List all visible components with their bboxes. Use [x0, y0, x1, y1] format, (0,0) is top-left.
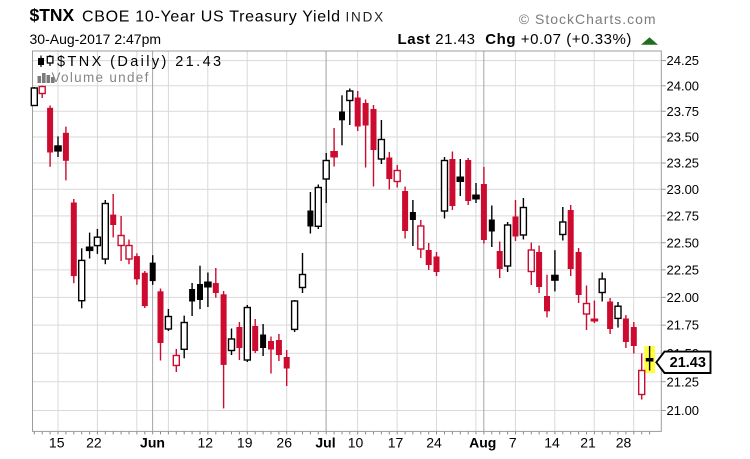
- svg-text:Aug: Aug: [469, 435, 496, 451]
- svg-text:22.50: 22.50: [667, 235, 700, 250]
- svg-text:21.43: 21.43: [670, 355, 706, 371]
- svg-text:10: 10: [348, 435, 364, 451]
- svg-text:23.50: 23.50: [667, 130, 700, 145]
- svg-text:Jul: Jul: [315, 435, 335, 451]
- svg-text:21.25: 21.25: [667, 374, 700, 389]
- svg-text:23.00: 23.00: [667, 182, 700, 197]
- svg-text:23.25: 23.25: [667, 156, 700, 171]
- svg-text:21.00: 21.00: [667, 403, 700, 418]
- svg-text:INDX: INDX: [346, 9, 385, 24]
- svg-text:28: 28: [616, 435, 632, 451]
- svg-text:© StockCharts.com: © StockCharts.com: [519, 11, 657, 27]
- svg-text:$TNX (Daily) 21.43: $TNX (Daily) 21.43: [57, 54, 224, 70]
- svg-text:21: 21: [580, 435, 596, 451]
- svg-text:22.75: 22.75: [667, 208, 700, 223]
- svg-text:26: 26: [276, 435, 292, 451]
- svg-text:22.00: 22.00: [667, 290, 700, 305]
- svg-text:23.75: 23.75: [667, 104, 700, 119]
- svg-text:CBOE 10-Year US Treasury Yield: CBOE 10-Year US Treasury Yield: [82, 8, 341, 25]
- svg-text:Jun: Jun: [140, 435, 165, 451]
- svg-text:Last 21.43 Chg +0.07 (+0.33%): Last 21.43 Chg +0.07 (+0.33%): [398, 31, 632, 48]
- svg-text:Volume undef: Volume undef: [52, 70, 150, 85]
- svg-text:24.25: 24.25: [667, 53, 700, 68]
- svg-text:24: 24: [426, 435, 442, 451]
- svg-text:30-Aug-2017 2:47pm: 30-Aug-2017 2:47pm: [30, 31, 162, 47]
- svg-text:7: 7: [509, 435, 517, 451]
- svg-text:$TNX: $TNX: [30, 5, 75, 25]
- svg-text:22.25: 22.25: [667, 262, 700, 277]
- svg-text:12: 12: [198, 435, 214, 451]
- svg-text:15: 15: [49, 435, 65, 451]
- svg-text:21.75: 21.75: [667, 318, 700, 333]
- svg-text:14: 14: [544, 435, 560, 451]
- svg-text:22: 22: [86, 435, 102, 451]
- svg-text:24.00: 24.00: [667, 78, 700, 93]
- svg-text:17: 17: [388, 435, 404, 451]
- svg-text:19: 19: [237, 435, 253, 451]
